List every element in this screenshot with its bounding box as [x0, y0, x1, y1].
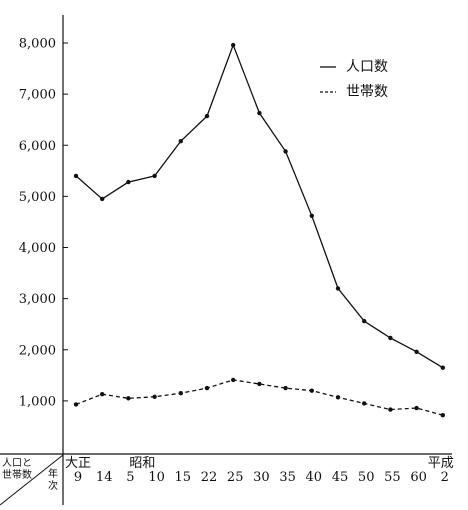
- data-point: [335, 286, 341, 291]
- era-label: 昭和: [129, 456, 155, 471]
- data-point: [414, 349, 419, 354]
- data-point: [231, 377, 236, 383]
- data-point: [178, 391, 183, 396]
- data-point: [100, 196, 105, 202]
- data-point: [335, 395, 341, 400]
- x-tick-label: 9: [74, 470, 82, 485]
- data-point: [178, 138, 183, 144]
- data-point: [388, 407, 393, 412]
- data-point: [388, 335, 393, 341]
- legend-label: 人口数: [346, 59, 388, 75]
- data-point: [204, 113, 210, 119]
- data-point: [73, 173, 79, 179]
- y-tick-label: 3,000: [19, 292, 56, 307]
- corner-bottom-label: 次: [48, 479, 58, 492]
- x-tick-label: 14: [96, 470, 113, 485]
- x-tick-label: 50: [358, 470, 375, 485]
- x-tick-label: 22: [201, 470, 218, 485]
- data-point: [257, 381, 262, 387]
- data-point: [309, 213, 314, 219]
- era-label: 大正: [65, 456, 91, 471]
- corner-top-label: 人口と: [2, 457, 32, 469]
- x-tick-label: 5: [126, 470, 134, 485]
- x-tick-label: 35: [279, 470, 296, 485]
- y-tick-label: 4,000: [19, 241, 56, 256]
- data-point: [73, 402, 79, 407]
- data-point: [100, 392, 105, 397]
- y-axis: 1,000 2,000 3,000 4,000 5,000 6,000 7,000 8,000: [19, 15, 68, 505]
- data-point: [440, 412, 445, 418]
- data-point: [152, 173, 157, 179]
- x-tick-label: 10: [148, 470, 165, 485]
- data-point: [126, 396, 131, 401]
- data-point: [362, 318, 367, 324]
- x-tick-label: 25: [227, 470, 244, 485]
- x-tick-label: 45: [332, 470, 349, 485]
- y-tick-label: 2,000: [19, 343, 56, 358]
- data-point: [440, 365, 445, 370]
- data-point: [126, 179, 131, 185]
- y-tick-label: 1,000: [19, 394, 56, 409]
- series-layer: [73, 42, 445, 418]
- x-tick-label: 2: [441, 470, 449, 485]
- era-label: 平成: [428, 456, 454, 471]
- y-tick-label: 6,000: [19, 139, 56, 154]
- data-point: [257, 110, 262, 116]
- data-point: [152, 394, 157, 399]
- x-tick-label: 15: [175, 470, 192, 485]
- x-tick-label: 55: [384, 470, 401, 485]
- data-point: [231, 42, 236, 48]
- data-point: [414, 405, 419, 411]
- corner-top-label: 世帯数: [2, 468, 32, 481]
- data-point: [362, 401, 367, 406]
- x-tick-label: 60: [410, 470, 427, 485]
- data-point: [309, 388, 314, 393]
- x-tick-label: 40: [306, 470, 323, 485]
- legend-label: 世帯数: [346, 84, 388, 100]
- data-point: [204, 385, 210, 391]
- data-point: [283, 385, 288, 391]
- x-axis: 9 14 5 10 15 22 25 30 35 40 45 50 55 60 2 大正 昭和 平成: [0, 453, 454, 485]
- x-tick-label: 30: [253, 470, 270, 485]
- series-line-households: [75, 379, 443, 416]
- data-point: [283, 149, 288, 154]
- y-tick-label: 5,000: [19, 190, 56, 205]
- corner-divider: [0, 454, 64, 506]
- corner-bottom-label: 年: [48, 467, 58, 480]
- y-tick-label: 8,000: [19, 37, 56, 52]
- y-tick-label: 7,000: [19, 88, 56, 103]
